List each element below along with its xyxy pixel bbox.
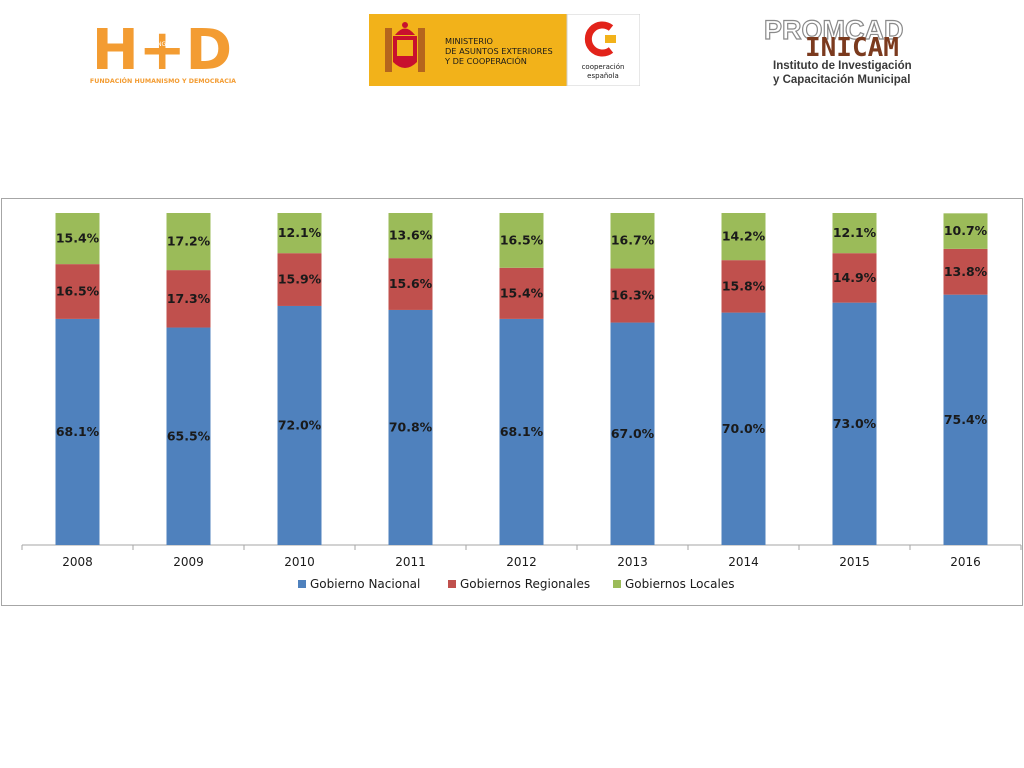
x-tick-label-2010: 2010 — [284, 555, 315, 569]
data-label-nacional-2010: 72.0% — [278, 417, 322, 432]
bar-locales-2012 — [499, 213, 544, 268]
data-label-nacional-2009: 65.5% — [167, 428, 211, 443]
hd-logo-caption: FUNDACIÓN HUMANISMO Y DEMOCRACIA — [90, 76, 236, 85]
bar-regionales-2011 — [388, 258, 433, 310]
data-label-locales-2016: 10.7% — [944, 223, 988, 238]
data-label-nacional-2014: 70.0% — [722, 421, 766, 436]
bar-nacional-2014 — [721, 312, 766, 545]
data-label-regionales-2016: 13.8% — [944, 264, 988, 279]
bar-regionales-2013 — [610, 268, 655, 323]
bar-regionales-2008 — [55, 264, 100, 319]
data-label-regionales-2013: 16.3% — [611, 288, 655, 303]
data-label-nacional-2012: 68.1% — [500, 424, 544, 439]
bar-nacional-2013 — [610, 322, 655, 545]
data-label-regionales-2009: 17.3% — [167, 291, 211, 306]
data-label-nacional-2008: 68.1% — [56, 424, 100, 439]
bar-locales-2015 — [832, 213, 877, 254]
bar-regionales-2009 — [166, 270, 211, 328]
legend-swatch-locales — [613, 580, 621, 588]
bar-regionales-2015 — [832, 253, 877, 303]
inicam-wordmark: INICAM — [805, 33, 899, 63]
cooperation-c-icon — [584, 21, 616, 57]
cooperation-line-1: cooperación — [582, 63, 625, 71]
x-tick-label-2009: 2009 — [173, 555, 204, 569]
bar-nacional-2016 — [943, 294, 988, 545]
bar-regionales-2012 — [499, 267, 544, 319]
inicam-line-2: y Capacitación Municipal — [773, 74, 910, 86]
bar-locales-2008 — [55, 213, 100, 265]
hd-logo-small-text: NGO — [157, 41, 171, 48]
data-label-nacional-2013: 67.0% — [611, 426, 655, 441]
data-label-locales-2014: 14.2% — [722, 229, 766, 244]
data-label-regionales-2010: 15.9% — [278, 272, 322, 287]
bar-nacional-2009 — [166, 327, 211, 545]
promcad-wordmark: PROMCAD — [764, 15, 904, 45]
x-tick-label-2016: 2016 — [950, 555, 981, 569]
spain-coat-of-arms-icon — [385, 22, 425, 72]
data-label-locales-2008: 15.4% — [56, 231, 100, 246]
bar-locales-2011 — [388, 213, 433, 259]
data-label-regionales-2015: 14.9% — [833, 270, 877, 285]
bar-nacional-2012 — [499, 318, 544, 545]
data-label-locales-2013: 16.7% — [611, 233, 655, 248]
data-label-nacional-2016: 75.4% — [944, 412, 988, 427]
data-label-regionales-2012: 15.4% — [500, 285, 544, 300]
cooperation-line-2: española — [587, 72, 619, 80]
bar-locales-2009 — [166, 213, 211, 271]
data-label-locales-2009: 17.2% — [167, 234, 211, 249]
data-label-regionales-2014: 15.8% — [722, 278, 766, 293]
bar-locales-2016 — [943, 213, 988, 249]
ministry-line-3: Y DE COOPERACIÓN — [444, 55, 527, 66]
legend-label-nacional: Gobierno Nacional — [310, 577, 420, 591]
data-label-regionales-2008: 16.5% — [56, 284, 100, 299]
chart-frame: 68.1% 16.5% 15.4% 2008 65.5% 17.3% 17.2% 2009 72… — [1, 198, 1023, 606]
bar-nacional-2015 — [832, 302, 877, 545]
hd-logo-title: H+D — [92, 18, 232, 83]
legend-swatch-regionales — [448, 580, 456, 588]
legend-swatch-nacional — [298, 580, 306, 588]
hd-foundation-logo: H+D NGO FUNDACIÓN HUMANISMO Y DEMOCRACIA — [90, 18, 236, 85]
data-label-locales-2010: 12.1% — [278, 225, 322, 240]
x-tick-label-2012: 2012 — [506, 555, 537, 569]
bar-regionales-2014 — [721, 260, 766, 313]
x-tick-label-2014: 2014 — [728, 555, 759, 569]
bar-nacional-2011 — [388, 309, 433, 545]
x-tick-label-2008: 2008 — [62, 555, 93, 569]
data-label-locales-2012: 16.5% — [500, 232, 544, 247]
data-label-locales-2015: 12.1% — [833, 225, 877, 240]
inicam-logo: PROMCAD INICAM Instituto de Investigació… — [763, 14, 912, 86]
legend-label-locales: Gobiernos Locales — [625, 577, 734, 591]
bar-locales-2014 — [721, 213, 766, 261]
ministry-line-1: MINISTERIO — [445, 36, 493, 46]
stacked-bar-chart: 68.1% 16.5% 15.4% 2008 65.5% 17.3% 17.2% 2009 72… — [21, 213, 1022, 591]
bar-locales-2013 — [610, 213, 655, 269]
bar-locales-2010 — [277, 213, 322, 254]
bar-nacional-2008 — [55, 318, 100, 545]
x-tick-label-2013: 2013 — [617, 555, 648, 569]
x-tick-label-2011: 2011 — [395, 555, 426, 569]
legend-label-regionales: Gobiernos Regionales — [460, 577, 590, 591]
bar-regionales-2016 — [943, 248, 988, 295]
data-label-nacional-2015: 73.0% — [833, 416, 877, 431]
data-label-locales-2011: 13.6% — [389, 228, 433, 243]
x-tick-label-2015: 2015 — [839, 555, 870, 569]
data-label-nacional-2011: 70.8% — [389, 419, 433, 434]
ministry-cooperation-logo: MINISTERIO DE ASUNTOS EXTERIORES Y DE CO… — [369, 14, 640, 86]
bar-regionales-2010 — [277, 253, 322, 306]
ministry-line-2: DE ASUNTOS EXTERIORES — [445, 46, 553, 56]
inicam-line-1: Instituto de Investigación — [773, 60, 912, 72]
data-label-regionales-2011: 15.6% — [389, 276, 433, 291]
bar-nacional-2010 — [277, 305, 322, 545]
